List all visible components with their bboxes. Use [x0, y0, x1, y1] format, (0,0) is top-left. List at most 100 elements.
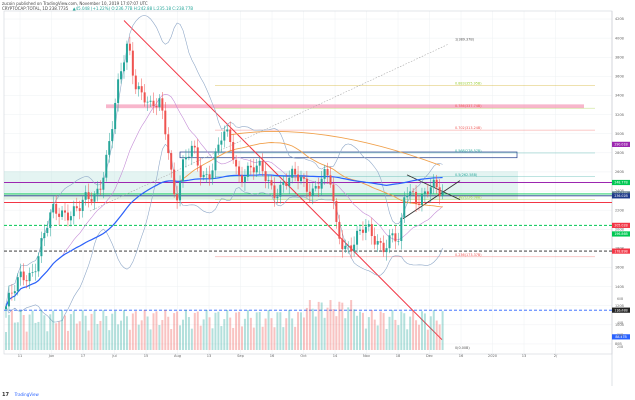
- volume-bar: [120, 320, 123, 350]
- volume-bar: [320, 302, 323, 350]
- x-tick-label: Nov: [363, 354, 371, 358]
- volume-bar: [28, 314, 31, 350]
- y-tick-label: 100B: [615, 323, 624, 327]
- candle-body: [356, 230, 359, 245]
- candle-body: [252, 167, 255, 173]
- candle-body: [205, 174, 208, 175]
- candle-body: [81, 199, 84, 212]
- candle-body: [294, 168, 297, 175]
- x-tick-label: 16: [459, 354, 464, 358]
- price-tag-label: 290.01B: [614, 143, 627, 147]
- candle-body: [264, 171, 267, 181]
- price-tag: [612, 231, 630, 237]
- volume-bar: [432, 310, 435, 350]
- published-line: zucoin published on TradingView.com, Nov…: [2, 1, 148, 6]
- volume-bar: [52, 310, 55, 350]
- candle-body: [249, 165, 252, 168]
- volume-bar: [364, 328, 367, 350]
- candle-body: [199, 165, 202, 178]
- volume-bar: [332, 309, 335, 350]
- volume-bar: [43, 315, 46, 350]
- volume-bar: [61, 310, 64, 350]
- volume-bar: [87, 330, 90, 350]
- volume-bar: [285, 318, 288, 350]
- volume-bar: [264, 318, 267, 350]
- volume-bar: [300, 312, 302, 350]
- candle-body: [137, 86, 140, 90]
- volume-bar: [347, 307, 350, 350]
- price-tag-label: 205.02B: [614, 224, 627, 228]
- volume-bar: [211, 328, 214, 350]
- candle-body: [37, 256, 40, 272]
- candle-body: [335, 201, 338, 222]
- volume-bar: [394, 319, 397, 350]
- volume-bar: [84, 315, 87, 350]
- x-tick-label: 14: [333, 354, 338, 358]
- fib-label: 0.5(262.58B): [455, 173, 478, 177]
- y-tick-label: 160B: [615, 266, 624, 270]
- volume-bar: [72, 310, 75, 350]
- candle-body: [429, 187, 432, 195]
- candle-body: [353, 244, 356, 252]
- volume-bar: [46, 331, 49, 350]
- candle-body: [31, 272, 34, 273]
- candle-body: [226, 129, 229, 132]
- volume-bar: [341, 302, 344, 350]
- candle-body: [273, 185, 276, 199]
- volume-bar: [137, 324, 140, 350]
- candle-body: [155, 106, 158, 108]
- candle-body: [420, 194, 423, 205]
- candle-body: [125, 43, 128, 63]
- candle-body: [279, 184, 282, 197]
- candle-body: [367, 224, 370, 227]
- candle-body: [193, 145, 196, 148]
- volume-bar: [435, 320, 438, 350]
- candle-body: [347, 245, 350, 247]
- candle-body: [435, 179, 438, 188]
- candle-body: [332, 184, 335, 202]
- candle-body: [406, 195, 409, 198]
- candle-body: [114, 102, 117, 130]
- candle-body: [394, 233, 397, 242]
- candle-body: [308, 191, 311, 196]
- volume-axis-label: 20B: [617, 345, 623, 349]
- candle-body: [120, 71, 123, 80]
- candle-body: [441, 192, 444, 197]
- volume-bar: [13, 322, 16, 350]
- x-tick-label: Sep: [237, 354, 244, 358]
- y-tick-label: 300B: [615, 132, 624, 136]
- fib-label: 0.702(313.24B): [455, 126, 482, 130]
- volume-bar: [409, 316, 412, 350]
- volume-bar: [258, 312, 261, 350]
- candle-body: [211, 170, 214, 180]
- volume-bar: [323, 317, 326, 350]
- tradingview-brand[interactable]: TradingView: [14, 392, 39, 397]
- volume-bar: [391, 310, 394, 350]
- y-tick-label: 340B: [615, 94, 624, 98]
- candle-body: [220, 140, 223, 145]
- candle-body: [409, 191, 412, 196]
- candle-body: [415, 191, 418, 204]
- volume-bar: [367, 317, 370, 350]
- volume-axis-label: 50B: [617, 309, 623, 313]
- volume-bar: [344, 318, 347, 350]
- candle-body: [69, 216, 72, 221]
- volume-bar: [182, 319, 184, 350]
- volume-bar: [376, 325, 379, 350]
- candle-body: [164, 110, 167, 135]
- volume-bar: [99, 320, 102, 350]
- candle-body: [158, 98, 161, 108]
- candle-body: [75, 206, 78, 209]
- price-tag: [612, 193, 630, 199]
- footer-bar: 17 TradingView: [2, 392, 39, 398]
- volume-bar: [311, 308, 314, 350]
- blue-rect-level: [179, 151, 518, 159]
- candle-body: [350, 245, 353, 252]
- volume-bar: [78, 321, 81, 350]
- symbol-line: CRYPTOCAP:TOTAL, 1D 238.7735 ▲45.048 (+1…: [2, 6, 193, 11]
- candle-body: [170, 153, 173, 170]
- fib-label: 0.786(337.74B): [455, 104, 482, 108]
- y-tick-label: 140B: [615, 285, 624, 289]
- candle-body: [140, 86, 143, 93]
